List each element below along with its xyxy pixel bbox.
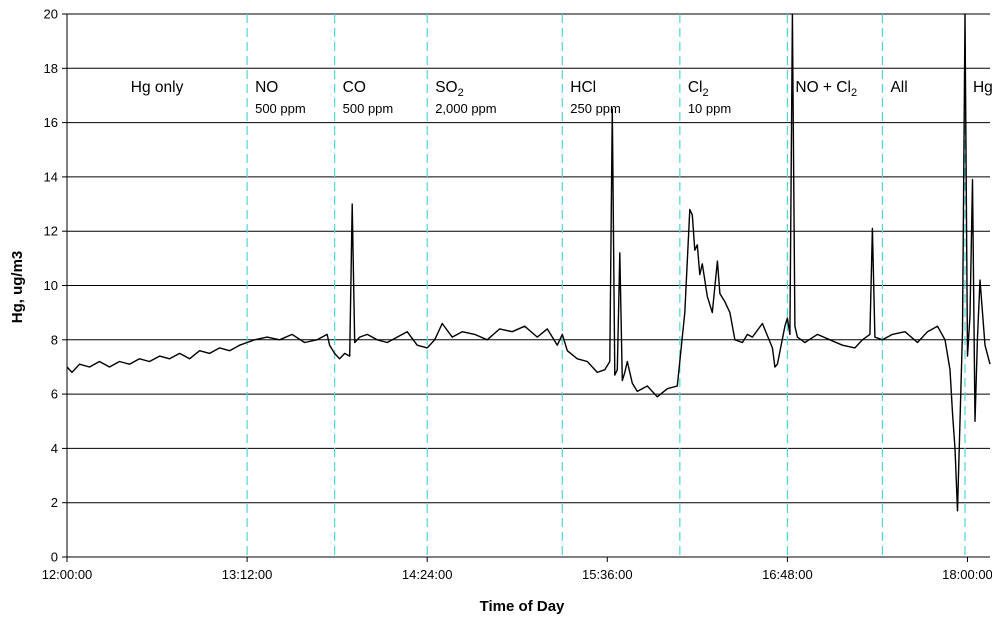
y-tick-label-8: 8 xyxy=(51,332,58,347)
x-tick-label-4: 16:48:00 xyxy=(762,567,813,582)
x-tick-label-2: 14:24:00 xyxy=(402,567,453,582)
phase-label-4: HCl xyxy=(570,79,596,96)
y-tick-label-6: 6 xyxy=(51,387,58,402)
y-tick-label-18: 18 xyxy=(44,61,58,76)
x-axis-tick-labels: 12:00:00 13:12:00 14:24:00 15:36:00 16:48:00… xyxy=(42,567,992,582)
x-tick-label-5: 18:00:00 xyxy=(942,567,992,582)
phase-dividers xyxy=(246,14,966,557)
y-tick-label-4: 4 xyxy=(51,441,58,456)
x-tick-label-3: 15:36:00 xyxy=(582,567,633,582)
y-tick-label-16: 16 xyxy=(44,115,58,130)
phase-concentration-5: 10 ppm xyxy=(688,101,731,116)
phase-labels: Hg only NO 500 ppm CO 500 ppm SO2 2,000 ppm HCl… xyxy=(131,79,992,116)
x-axis-title: Time of Day xyxy=(480,598,565,615)
x-tick-label-0: 12:00:00 xyxy=(42,567,93,582)
phase-label-7: All xyxy=(890,79,907,96)
phase-label-5: Cl2 xyxy=(688,79,709,99)
phase-label-1: NO xyxy=(255,79,278,96)
phase-label-3: SO2 xyxy=(435,79,464,99)
hg-series-group xyxy=(66,13,991,512)
y-tick-label-10: 10 xyxy=(44,278,58,293)
phase-label-0: Hg only xyxy=(131,79,184,96)
hg-series-line-0 xyxy=(66,13,991,512)
y-tick-label-0: 0 xyxy=(51,550,58,565)
phase-label-2: CO xyxy=(343,79,366,96)
phase-concentration-2: 500 ppm xyxy=(343,101,394,116)
phase-label-8: Hg only xyxy=(973,79,992,96)
horizontal-gridlines xyxy=(62,13,990,562)
axes xyxy=(66,14,990,558)
phase-concentration-4: 250 ppm xyxy=(570,101,621,116)
y-tick-label-12: 12 xyxy=(44,224,58,239)
y-tick-label-14: 14 xyxy=(44,169,58,184)
phase-concentration-3: 2,000 ppm xyxy=(435,101,496,116)
x-tick-label-1: 13:12:00 xyxy=(222,567,273,582)
phase-concentration-1: 500 ppm xyxy=(255,101,306,116)
phase-label-6: NO + Cl2 xyxy=(795,79,857,99)
y-tick-label-20: 20 xyxy=(44,7,58,22)
y-axis-title: Hg, ug/m3 xyxy=(9,251,26,324)
y-tick-label-2: 2 xyxy=(51,495,58,510)
y-axis-tick-labels: 0 2 4 6 8 10 12 14 16 18 20 xyxy=(44,7,58,565)
